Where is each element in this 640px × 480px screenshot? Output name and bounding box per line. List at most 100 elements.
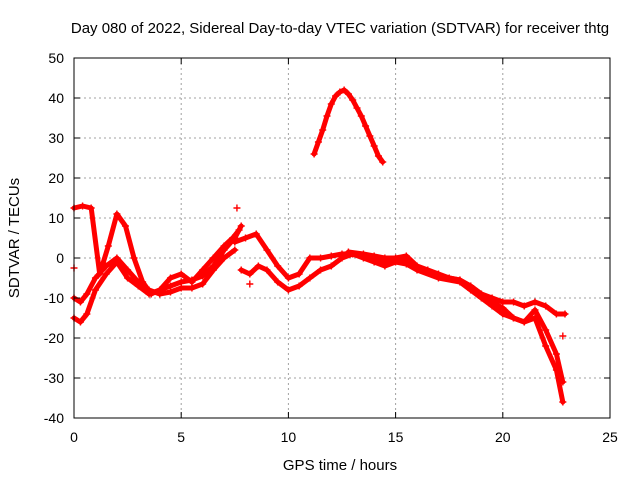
data-point [188,284,196,292]
data-point [344,90,352,98]
data-point [323,112,331,120]
data-point [209,254,217,262]
data-point [113,258,121,266]
data-point [359,250,367,258]
data-point [499,298,507,306]
data-point [177,270,185,278]
data-point [76,318,84,326]
data-point [83,290,91,298]
y-tick-label: -10 [44,290,64,306]
data-point [319,126,327,134]
data-point [327,252,335,260]
data-point [499,304,507,312]
y-tick-label: -30 [44,370,64,386]
data-point [349,96,357,104]
data-point [332,92,340,100]
data-point [510,314,518,322]
data-point [209,262,217,270]
data-point [520,302,528,310]
data-point [102,270,110,278]
chart-title: Day 080 of 2022, Sidereal Day-to-day VTE… [71,20,609,37]
x-tick-label: 20 [495,429,511,445]
data-point [177,278,185,286]
data-point [542,302,550,310]
data-point [381,254,389,262]
data-point [552,310,560,318]
y-tick-label: 0 [56,250,64,266]
data-point [83,310,91,318]
plot-frame [73,57,611,419]
data-point [156,286,164,294]
data-point [402,252,410,260]
series-track-g [344,248,567,386]
data-point [542,326,550,334]
data-point [199,266,207,274]
data-point [242,234,250,242]
data-point [344,248,352,256]
data-point [456,276,464,284]
data-point [488,298,496,306]
data-point [134,282,142,290]
data-point [445,274,453,282]
data-point [520,318,528,326]
series-track-f [310,86,387,166]
data-point [310,150,318,158]
data-point [124,266,132,274]
series-track-e [231,230,569,318]
data-point [145,290,153,298]
data-point [559,398,567,406]
data-point [188,276,196,284]
data-point [91,274,99,282]
data-point [284,286,292,294]
data-point [199,272,207,280]
x-axis-label: GPS time / hours [283,457,397,474]
y-tick-label: 10 [48,210,64,226]
data-points [70,86,569,406]
data-point [362,122,370,130]
data-point [166,288,174,296]
outlier-point [233,204,241,212]
data-point [477,290,485,298]
data-point [166,274,174,282]
data-point [104,242,112,250]
data-point [314,138,322,146]
data-point [561,310,569,318]
data-point [254,262,262,270]
data-point [379,158,387,166]
data-point [231,238,239,246]
data-point [252,230,260,238]
data-point [76,298,84,306]
data-point [366,132,374,140]
grid-lines [74,58,610,418]
data-point [306,254,314,262]
data-point [295,282,303,290]
y-tick-label: 20 [48,170,64,186]
data-point [263,266,271,274]
y-tick-label: 50 [48,50,64,66]
data-point [370,142,378,150]
y-axis-label: SDTVAR / TECUs [6,178,23,298]
data-point [130,254,138,262]
data-point [559,378,567,386]
data-point [374,152,382,160]
data-point [317,254,325,262]
data-point [220,246,228,254]
data-point [531,306,539,314]
data-point [338,250,346,258]
series-band [345,249,566,385]
outlier-point [246,280,254,288]
data-point [237,222,245,230]
data-point [166,282,174,290]
data-point [263,246,271,254]
data-point [177,284,185,292]
series-band [311,87,386,165]
data-point [113,210,121,218]
data-point [510,298,518,306]
data-point [124,274,132,282]
data-point [340,86,348,94]
data-point [295,270,303,278]
series-track-a [70,202,243,298]
series-band [71,223,244,325]
data-point [353,104,361,112]
